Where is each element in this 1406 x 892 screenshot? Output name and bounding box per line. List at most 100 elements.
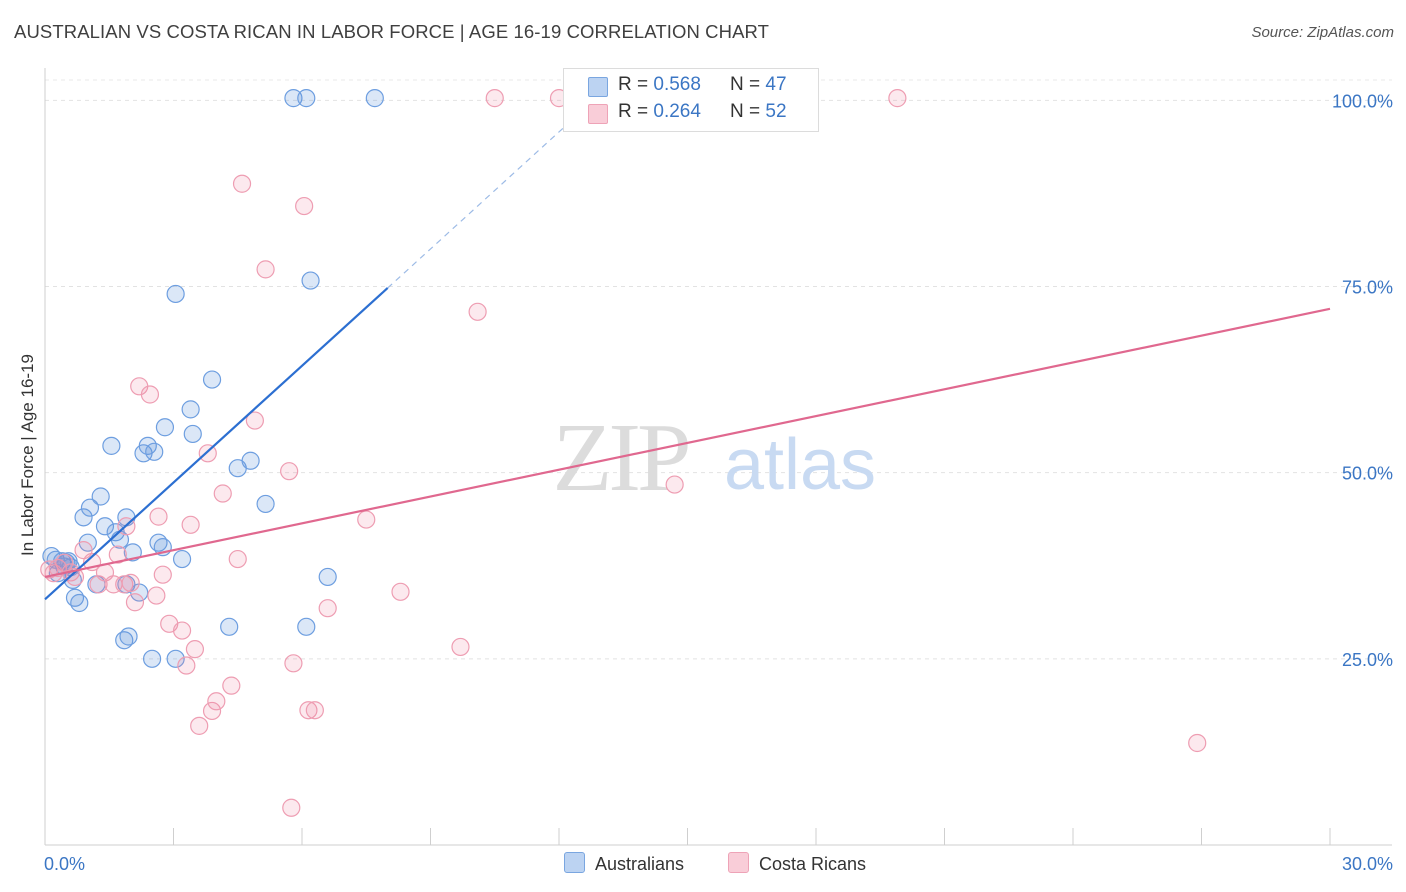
australian-point xyxy=(95,517,115,536)
legend-n-label: N = xyxy=(730,74,766,95)
costa-rican-point xyxy=(172,621,192,640)
costa-rican-point xyxy=(149,507,168,526)
australian-point xyxy=(256,494,275,514)
y-tick-label: 25.0% xyxy=(1342,650,1393,670)
costa-rican-point xyxy=(121,573,140,592)
australian-point xyxy=(318,567,337,587)
costa-rican-point xyxy=(256,260,275,279)
legend-n-label: N = xyxy=(730,101,766,122)
australian-point xyxy=(365,89,384,108)
legend-r-label: R = xyxy=(618,74,654,95)
costa-rican-point xyxy=(299,701,318,720)
costa-rican-point xyxy=(202,701,222,721)
australian-point xyxy=(241,451,260,470)
legend-item-australians[interactable]: Australians xyxy=(564,852,684,876)
australian-point xyxy=(155,418,175,437)
australian-point xyxy=(220,617,239,636)
data-points xyxy=(40,89,1207,817)
costa-rican-point xyxy=(147,586,166,605)
australian-point xyxy=(119,627,138,646)
costa-rican-point xyxy=(213,484,232,503)
costa-rican-point xyxy=(55,553,74,572)
legend-n-value: 47 xyxy=(765,74,787,95)
costa-rican-point xyxy=(177,656,196,675)
australian-point xyxy=(142,649,162,668)
stats-legend: R = 0.568 N = 47 R = 0.264 N = 52 xyxy=(563,68,819,132)
legend-swatch-blue xyxy=(588,77,608,97)
costa-rican-point xyxy=(665,475,684,494)
australian-point xyxy=(172,549,192,569)
costa-rican-point xyxy=(185,640,205,659)
legend-r-value: 0.264 xyxy=(653,101,701,122)
trend-lines xyxy=(44,92,1331,601)
costa-rican-point xyxy=(232,174,252,193)
y-tick-label: 75.0% xyxy=(1342,278,1393,298)
australian-point xyxy=(181,400,200,419)
costa-rican-point xyxy=(190,716,209,735)
y-axis-label: In Labor Force | Age 16-19 xyxy=(18,354,37,556)
australian-point xyxy=(145,442,164,461)
australian-point xyxy=(102,436,121,455)
watermark-atlas: atlas xyxy=(724,425,876,505)
australian-point xyxy=(80,498,100,517)
x-tick-label: 0.0% xyxy=(44,854,85,874)
australian-point xyxy=(301,271,320,290)
costa-rican-point xyxy=(282,798,301,817)
legend-r-label: R = xyxy=(618,101,654,122)
australian-point xyxy=(70,593,89,613)
costa-rican-point xyxy=(198,444,217,463)
y-tick-label: 100.0% xyxy=(1332,91,1393,111)
costa-rican-point xyxy=(207,692,226,711)
costa-rican-point xyxy=(451,637,470,657)
legend-label-costa-ricans: Costa Ricans xyxy=(759,854,867,874)
australian-point xyxy=(284,89,303,108)
legend-swatch-pink xyxy=(588,104,608,124)
legend-r-value: 0.568 xyxy=(653,74,701,95)
legend-swatch-australians xyxy=(564,852,585,873)
costa-rican-point xyxy=(153,565,172,584)
x-tick-label: 30.0% xyxy=(1342,854,1393,874)
australian-point xyxy=(91,487,110,506)
legend-label-australians: Australians xyxy=(595,854,685,874)
costa-rican-point xyxy=(125,593,145,612)
costa-rican-point xyxy=(357,510,376,529)
costa-rican-point xyxy=(280,462,299,481)
costa-rican-point xyxy=(1188,733,1207,753)
costa-rican-point xyxy=(140,385,160,404)
watermark-zip: ZIP xyxy=(553,404,688,512)
costa-rican-point xyxy=(295,196,314,216)
tick-labels: 25.0% 50.0% 75.0% 100.0% 0.0% 30.0% xyxy=(44,91,1393,874)
costa-rican-point xyxy=(284,654,303,673)
costa-rican-point xyxy=(391,582,410,601)
legend-n-value: 52 xyxy=(765,101,787,122)
legend-item-costa-ricans[interactable]: Costa Ricans xyxy=(728,852,866,876)
australian-point xyxy=(297,617,316,636)
axes xyxy=(44,68,1392,846)
costa-rican-point xyxy=(181,515,200,534)
australian-point xyxy=(166,649,185,668)
australian-point xyxy=(74,508,93,527)
australian-point xyxy=(297,89,316,108)
costa-rican-point xyxy=(485,89,504,108)
costa-rican-point xyxy=(468,302,487,321)
chart-title: AUSTRALIAN VS COSTA RICAN IN LABOR FORCE… xyxy=(14,21,770,42)
australian-point xyxy=(166,284,185,304)
gridlines xyxy=(45,79,1392,660)
costa-rican-point xyxy=(305,701,324,720)
source-label: Source: ZipAtlas.com xyxy=(1251,24,1394,41)
watermark: ZIP atlas xyxy=(553,404,877,512)
costa-rican-point xyxy=(888,89,907,108)
costa-rican-point xyxy=(108,545,127,564)
australians-trend-extension xyxy=(387,92,603,289)
legend-swatch-costa-ricans xyxy=(728,852,749,873)
costa-rican-point xyxy=(228,549,247,569)
costa-rican-point xyxy=(318,599,337,618)
costa-ricans-trend-line xyxy=(44,307,1331,578)
costa-rican-point xyxy=(115,575,134,594)
costa-rican-point xyxy=(245,411,264,430)
australians-trend-line xyxy=(44,287,389,601)
australian-point xyxy=(183,424,202,444)
y-tick-label: 50.0% xyxy=(1342,464,1393,484)
australian-point xyxy=(202,370,222,389)
